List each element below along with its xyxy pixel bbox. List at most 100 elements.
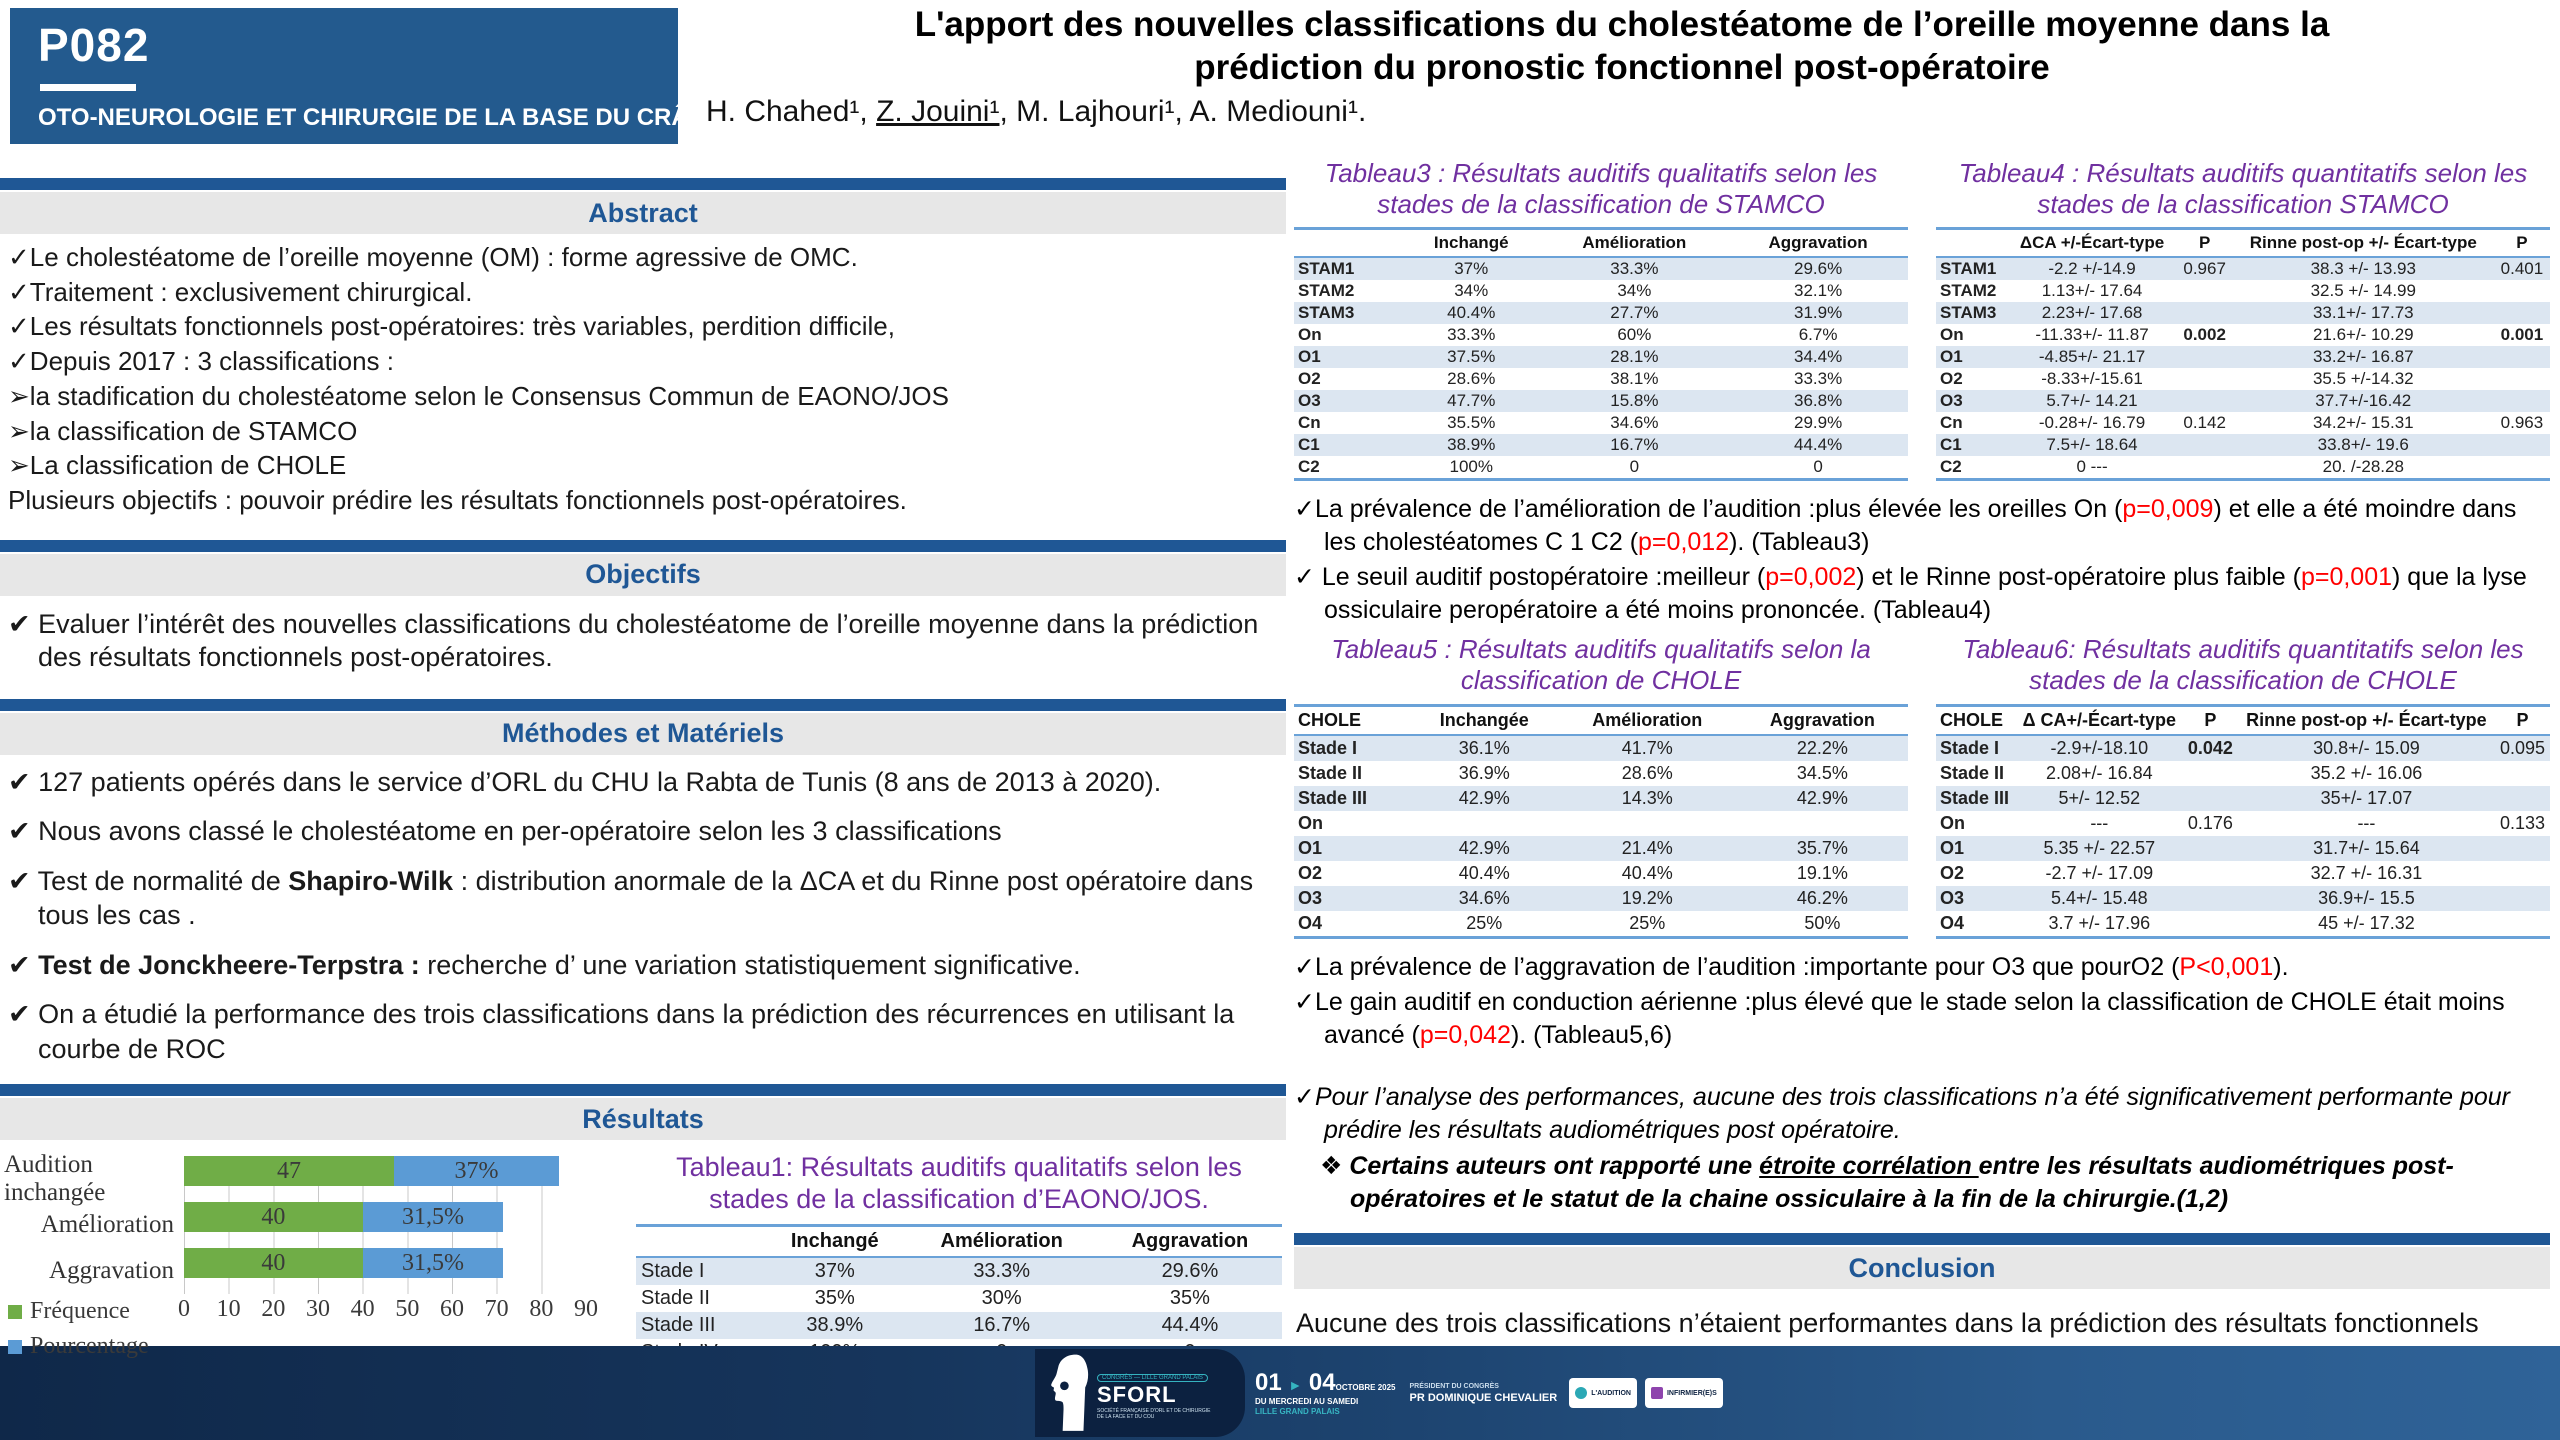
bullet-item: ✓Pour l’analyse des performances, aucune…: [1294, 1081, 2550, 1146]
text-run: ). (Tableau3): [1729, 527, 1870, 556]
president-label: PRÉSIDENT DU CONGRÈS: [1409, 1382, 1499, 1390]
congress-strip: CONGRÈS — LILLE GRAND PALAIS: [1097, 1373, 1208, 1382]
bullet-icon: ➢: [8, 450, 30, 481]
text-run: ).: [2273, 952, 2289, 981]
row-label: Stade III: [641, 1314, 716, 1337]
table-cell: 25%: [1557, 910, 1737, 939]
table-header-row: ΔCA +/-Écart-type P Rinne post-op +/- Écar…: [1936, 227, 2550, 259]
row-label: Stade II: [641, 1287, 710, 1310]
right-column: Tableau3 : Résultats auditifs qualitatif…: [1286, 150, 2560, 1440]
table-cell: ---: [2090, 812, 2109, 833]
legend-label: Fréquence: [30, 1298, 130, 1325]
table-cell: 45 +/- 17.32: [2237, 910, 2496, 939]
table-cell: 32.1%: [1794, 281, 1843, 301]
table-cell: [2495, 861, 2550, 886]
legend-swatch: [8, 1304, 22, 1319]
table-row: STAM2 34% 34% 32.1%: [1294, 280, 1908, 302]
congress-banner: CONGRÈS — LILLE GRAND PALAIS SFORL SOCIÉ…: [1035, 1348, 1723, 1438]
text-run: Plusieurs objectifs : pouvoir prédire le…: [8, 485, 907, 516]
category-label: Amélioration: [40, 1211, 174, 1239]
code-underline: [40, 84, 136, 91]
tableau4-title: Tableau4 : Résultats auditifs quantitati…: [1958, 158, 2528, 219]
category-label: Aggravation: [49, 1257, 174, 1285]
table-cell: 44.4%: [1161, 1314, 1219, 1337]
table-cell: 5+/- 12.52: [2058, 787, 2141, 808]
table-row: O2 -8.33+/-15.61 35.5 +/-14.32: [1936, 368, 2550, 390]
row-label: Stade II: [1940, 762, 2005, 783]
stamco-findings: ✓La prévalence de l’amélioration de l’au…: [1294, 493, 2550, 626]
text-run: Nous avons classé le cholestéatome en pe…: [30, 816, 1002, 847]
tableau3-block: Tableau3 : Résultats auditifs qualitatif…: [1294, 154, 1908, 482]
bullet-icon: ✔: [8, 816, 31, 847]
table-cell: 15.8%: [1610, 391, 1659, 411]
table-row: Stade III 42.9% 14.3% 42.9%: [1294, 785, 1908, 811]
table-cell: 31.9%: [1794, 303, 1843, 323]
audition-badge-icon: [1575, 1387, 1588, 1399]
section-methodes: Méthodes et Matériels ✔ 127 patients opé…: [0, 698, 1286, 1067]
text-run: [31, 950, 39, 980]
table-row: C2 100% 0 0: [1294, 456, 1908, 482]
section-abstract: Abstract ✓Le cholestéatome de l’oreille …: [0, 178, 1286, 522]
bullet-icon: ✓: [1294, 988, 1315, 1017]
authors-line: H. Chahed¹, Z. Jouini¹, M. Lajhouri¹, A.…: [692, 95, 2552, 129]
table-row: STAM3 40.4% 27.7% 31.9%: [1294, 302, 1908, 325]
column-header: P: [2176, 227, 2233, 259]
text-run: ) et elle a été moindre dans les cholest…: [1324, 495, 2517, 556]
legend-label: Pourcentage: [30, 1333, 149, 1360]
table-cell: [2177, 280, 2233, 302]
axis-tick-label: 70: [484, 1296, 509, 1323]
table-cell: 5.35 +/- 22.57: [2043, 837, 2156, 858]
row-label: O2: [1940, 369, 1963, 389]
table-cell: 42.9%: [1796, 787, 1848, 808]
table-cell: 42.9%: [1458, 787, 1510, 808]
table-row: O2 28.6% 38.1% 33.3%: [1294, 368, 1908, 390]
row-label: C1: [1940, 435, 1962, 455]
table-row: On: [1294, 811, 1908, 836]
text-run: Le cholestéatome de l’oreille moyenne (O…: [29, 242, 858, 272]
bullet-item: ✔ Evaluer l’intérêt des nouvelles classi…: [8, 608, 1274, 674]
abstract-content: ✓Le cholestéatome de l’oreille moyenne (…: [0, 234, 1286, 522]
table-cell: 30.8+/- 15.09: [2313, 737, 2420, 758]
banner-dates: 01 ► 04OCTOBRE 2025 DU MERCREDI AU SAMED…: [1255, 1370, 1395, 1416]
table-cell: 21.4%: [1621, 837, 1673, 858]
table-cell: -11.33+/- 11.87: [2035, 325, 2149, 345]
row-label: O1: [1940, 837, 1965, 858]
text-run: Depuis 2017 : 3 classifications :: [29, 346, 394, 377]
bullet-item: ❖ Certains auteurs ont rapporté une étro…: [1294, 1150, 2550, 1215]
table-row: On -11.33+/- 11.87 0.002 21.6+/- 10.29 0.001: [1936, 324, 2550, 346]
data-table: CHOLE Inchangée Amélioration Aggravation Sta…: [1294, 703, 1908, 939]
row-label: STAM1: [1298, 259, 1355, 279]
text-run: Shapiro-Wilk: [288, 865, 454, 896]
table-cell: 35.7%: [1796, 837, 1848, 858]
text-run: p=0,001: [2300, 563, 2393, 592]
table-cell: 33.3%: [1610, 259, 1659, 279]
table-cell: 37%: [814, 1260, 855, 1283]
column-header: [636, 1224, 765, 1259]
infirmieres-badge-label: INFIRMIER(E)S: [1666, 1389, 1717, 1397]
table-row: Stade II 35% 30% 35%: [636, 1285, 1282, 1312]
date-days: DU MERCREDI AU SAMEDI: [1255, 1396, 1359, 1406]
table-cell: [2495, 786, 2550, 811]
tableau5-6-row: Tableau5 : Résultats auditifs qualitatif…: [1294, 630, 2550, 939]
text-run: Test de normalité de: [30, 865, 289, 896]
table-row: Cn 35.5% 34.6% 29.9%: [1294, 412, 1908, 434]
bullet-icon: ➢: [8, 415, 30, 446]
bar-segment: 37%: [393, 1156, 560, 1187]
bar-value-label: 40: [261, 1249, 286, 1276]
row-label: Stade I: [1298, 737, 1358, 758]
table-cell: 7.5+/- 18.64: [2046, 435, 2138, 455]
performance-findings: ✓Pour l’analyse des performances, aucune…: [1294, 1081, 2550, 1215]
column-header: CHOLE: [1936, 703, 2016, 736]
table-cell: 16.7%: [973, 1314, 1031, 1337]
row-label: O3: [1298, 887, 1323, 908]
tableau5-block: Tableau5 : Résultats auditifs qualitatif…: [1294, 630, 1908, 939]
table-cell: 35%: [1169, 1287, 1210, 1310]
row-label: O3: [1298, 391, 1321, 411]
tableau4: ΔCA +/-Écart-type P Rinne post-op +/- Écar…: [1936, 227, 2550, 482]
bullet-icon: ✓: [1294, 563, 1315, 592]
table-row: Cn -0.28+/- 16.79 0.142 34.2+/- 15.31 0.963: [1936, 412, 2550, 434]
chole-findings: ✓La prévalence de l’aggravation de l’aud…: [1294, 951, 2550, 1052]
table-cell: [2494, 302, 2550, 324]
department-label: OTO-NEUROLOGIE ET CHIRURGIE DE LA BASE D…: [38, 104, 723, 131]
table-cell: 41.7%: [1621, 737, 1673, 758]
